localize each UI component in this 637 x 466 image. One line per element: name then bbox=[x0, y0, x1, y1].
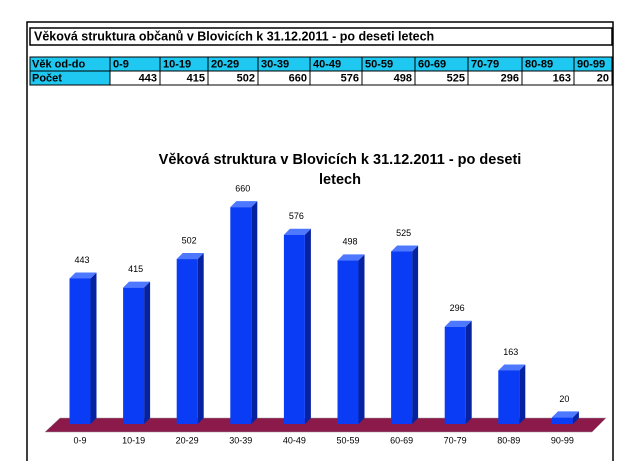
row-label: Počet bbox=[32, 72, 62, 84]
bar bbox=[69, 272, 97, 424]
row-label: Věk od-do bbox=[32, 58, 85, 70]
bar-side bbox=[572, 411, 579, 424]
table-header: 90-99 bbox=[577, 58, 605, 70]
bar-top bbox=[123, 281, 151, 288]
bar-top bbox=[176, 253, 204, 260]
table-value: 443 bbox=[139, 72, 157, 84]
bar-front bbox=[337, 260, 359, 424]
table-value: 20 bbox=[597, 72, 609, 84]
table-value: 502 bbox=[237, 72, 255, 84]
bar-side bbox=[251, 201, 258, 424]
bar bbox=[123, 281, 151, 424]
data-label: 443 bbox=[74, 255, 89, 265]
bar-top bbox=[283, 228, 311, 235]
bar bbox=[498, 364, 526, 424]
x-tick-label: 60-69 bbox=[390, 435, 413, 445]
bar-top bbox=[337, 254, 365, 261]
bar-front bbox=[283, 234, 305, 424]
x-tick-label: 30-39 bbox=[229, 435, 252, 445]
table-cell bbox=[573, 70, 613, 86]
table-title: Věková struktura občanů v Blovicích k 31… bbox=[34, 29, 434, 43]
bar-side bbox=[412, 245, 419, 424]
bar-top bbox=[498, 364, 526, 371]
data-label: 576 bbox=[289, 211, 304, 221]
title-box bbox=[29, 27, 613, 46]
data-label: 660 bbox=[235, 184, 250, 194]
data-label: 498 bbox=[342, 237, 357, 247]
bar-front bbox=[230, 207, 252, 424]
bar-side bbox=[304, 228, 311, 424]
bar-front bbox=[498, 370, 520, 424]
table-value: 498 bbox=[394, 72, 412, 84]
x-tick-label: 70-79 bbox=[444, 435, 467, 445]
bar-top bbox=[391, 245, 419, 252]
table-value: 660 bbox=[289, 72, 307, 84]
bar bbox=[230, 201, 258, 424]
table-value: 415 bbox=[187, 72, 205, 84]
table-header: 40-49 bbox=[313, 58, 341, 70]
table-value: 525 bbox=[447, 72, 465, 84]
bar-top bbox=[230, 201, 258, 208]
bar-front bbox=[391, 251, 413, 424]
table-header: 20-29 bbox=[211, 58, 239, 70]
x-tick-label: 50-59 bbox=[336, 435, 359, 445]
bar-side bbox=[144, 281, 151, 424]
chart-title-line2: letech bbox=[319, 172, 361, 188]
bar-front bbox=[123, 287, 145, 424]
table-header: 0-9 bbox=[113, 58, 129, 70]
x-tick-label: 40-49 bbox=[283, 435, 306, 445]
chart-title-line1: Věková struktura v Blovicích k 31.12.201… bbox=[159, 152, 522, 168]
bar-side bbox=[465, 320, 472, 424]
bar-side bbox=[519, 364, 526, 424]
bar bbox=[176, 253, 204, 424]
bar bbox=[283, 228, 311, 424]
bar-front bbox=[551, 417, 573, 424]
table-value: 163 bbox=[553, 72, 571, 84]
bar bbox=[551, 411, 579, 424]
x-tick-label: 90-99 bbox=[551, 435, 574, 445]
table-value: 576 bbox=[341, 72, 359, 84]
bar-side bbox=[197, 253, 204, 424]
data-label: 415 bbox=[128, 264, 143, 274]
data-label: 20 bbox=[559, 394, 569, 404]
data-label: 296 bbox=[450, 303, 465, 313]
x-tick-label: 20-29 bbox=[176, 435, 199, 445]
bar-top bbox=[444, 320, 472, 327]
data-label: 163 bbox=[503, 347, 518, 357]
table-value: 296 bbox=[501, 72, 519, 84]
bar bbox=[337, 254, 365, 424]
bar-front bbox=[69, 278, 91, 424]
table-header: 80-89 bbox=[525, 58, 553, 70]
bar-side bbox=[90, 272, 97, 424]
table-header: 70-79 bbox=[471, 58, 499, 70]
table-header: 50-59 bbox=[365, 58, 393, 70]
bar-top bbox=[69, 272, 97, 279]
table-header: 60-69 bbox=[418, 58, 446, 70]
bar-front bbox=[444, 326, 466, 424]
bar-front bbox=[176, 259, 198, 424]
bar bbox=[391, 245, 419, 424]
bar-side bbox=[358, 254, 365, 424]
x-tick-label: 0-9 bbox=[73, 435, 86, 445]
bar bbox=[444, 320, 472, 424]
table-header: 10-19 bbox=[163, 58, 191, 70]
data-label: 502 bbox=[182, 235, 197, 245]
x-tick-label: 80-89 bbox=[497, 435, 520, 445]
data-label: 525 bbox=[396, 228, 411, 238]
x-tick-label: 10-19 bbox=[122, 435, 145, 445]
frame bbox=[26, 21, 614, 466]
bar-top bbox=[551, 411, 579, 418]
table-header: 30-39 bbox=[261, 58, 289, 70]
